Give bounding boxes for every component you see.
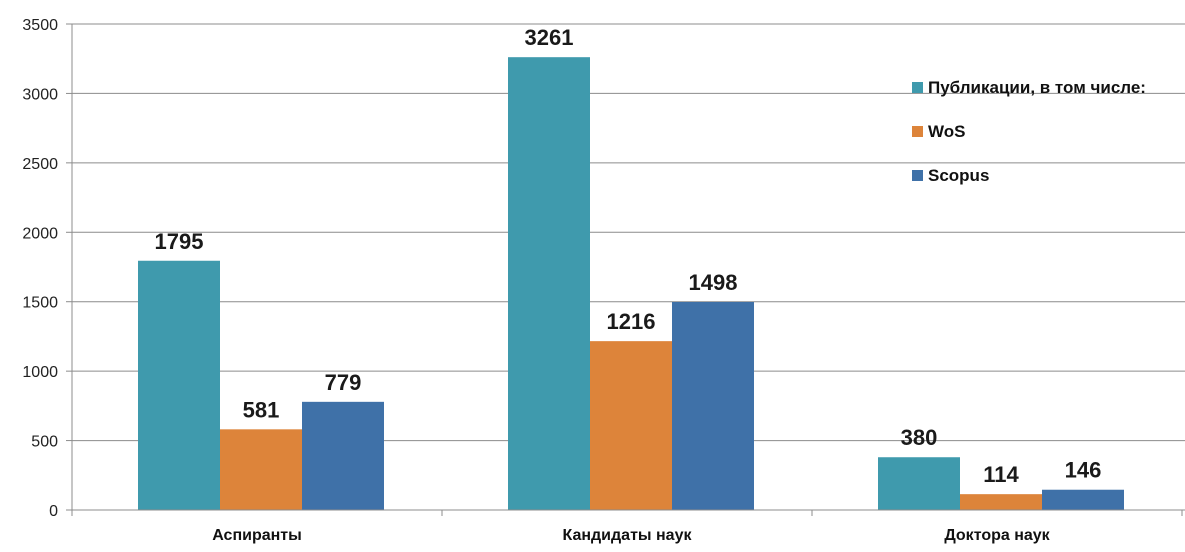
data-label: 146	[1065, 458, 1102, 483]
data-label: 3261	[525, 25, 574, 50]
bar	[960, 494, 1042, 510]
bars	[138, 57, 1124, 510]
bar	[508, 57, 590, 510]
gridlines	[72, 23, 1185, 442]
y-tick-label: 500	[31, 434, 58, 451]
bar	[138, 260, 220, 510]
y-tick-label: 3500	[22, 17, 58, 34]
bar	[302, 401, 384, 510]
data-label: 1795	[155, 229, 204, 254]
data-label: 581	[243, 397, 280, 422]
bar	[878, 457, 960, 510]
data-label: 779	[325, 370, 362, 395]
x-tick-label: Кандидаты наук	[563, 527, 693, 544]
legend-label: Публикации, в том числе:	[928, 78, 1146, 97]
bar	[1042, 489, 1124, 510]
data-label: 114	[983, 462, 1019, 487]
data-label: 1216	[607, 309, 656, 334]
y-tick-label: 1000	[22, 364, 58, 381]
y-tick-label: 2500	[22, 156, 58, 173]
bar	[672, 301, 754, 510]
bar	[220, 429, 302, 510]
legend-swatch	[912, 170, 923, 181]
x-tick-label: Доктора наук	[944, 527, 1050, 544]
y-tick-label: 0	[49, 503, 58, 520]
legend-label: WoS	[928, 122, 965, 141]
legend-swatch	[912, 126, 923, 137]
y-tick-label: 1500	[22, 295, 58, 312]
bar	[590, 341, 672, 510]
x-tick-label: Аспиранты	[212, 527, 302, 544]
y-tick-label: 2000	[22, 225, 58, 242]
data-label: 380	[901, 425, 938, 450]
data-labels: 1795 581 779 3261 1216 1498 380 114 146	[155, 25, 1102, 487]
axes: 0 500 1000 1500 2000 2500 3000 3500 Аспиранты Кан…	[22, 17, 1185, 544]
legend-label: Scopus	[928, 166, 989, 185]
legend-swatch	[912, 82, 923, 93]
data-label: 1498	[689, 270, 738, 295]
legend: Публикации, в том числе: WoS Scopus	[912, 78, 1146, 185]
y-tick-label: 3000	[22, 86, 58, 103]
